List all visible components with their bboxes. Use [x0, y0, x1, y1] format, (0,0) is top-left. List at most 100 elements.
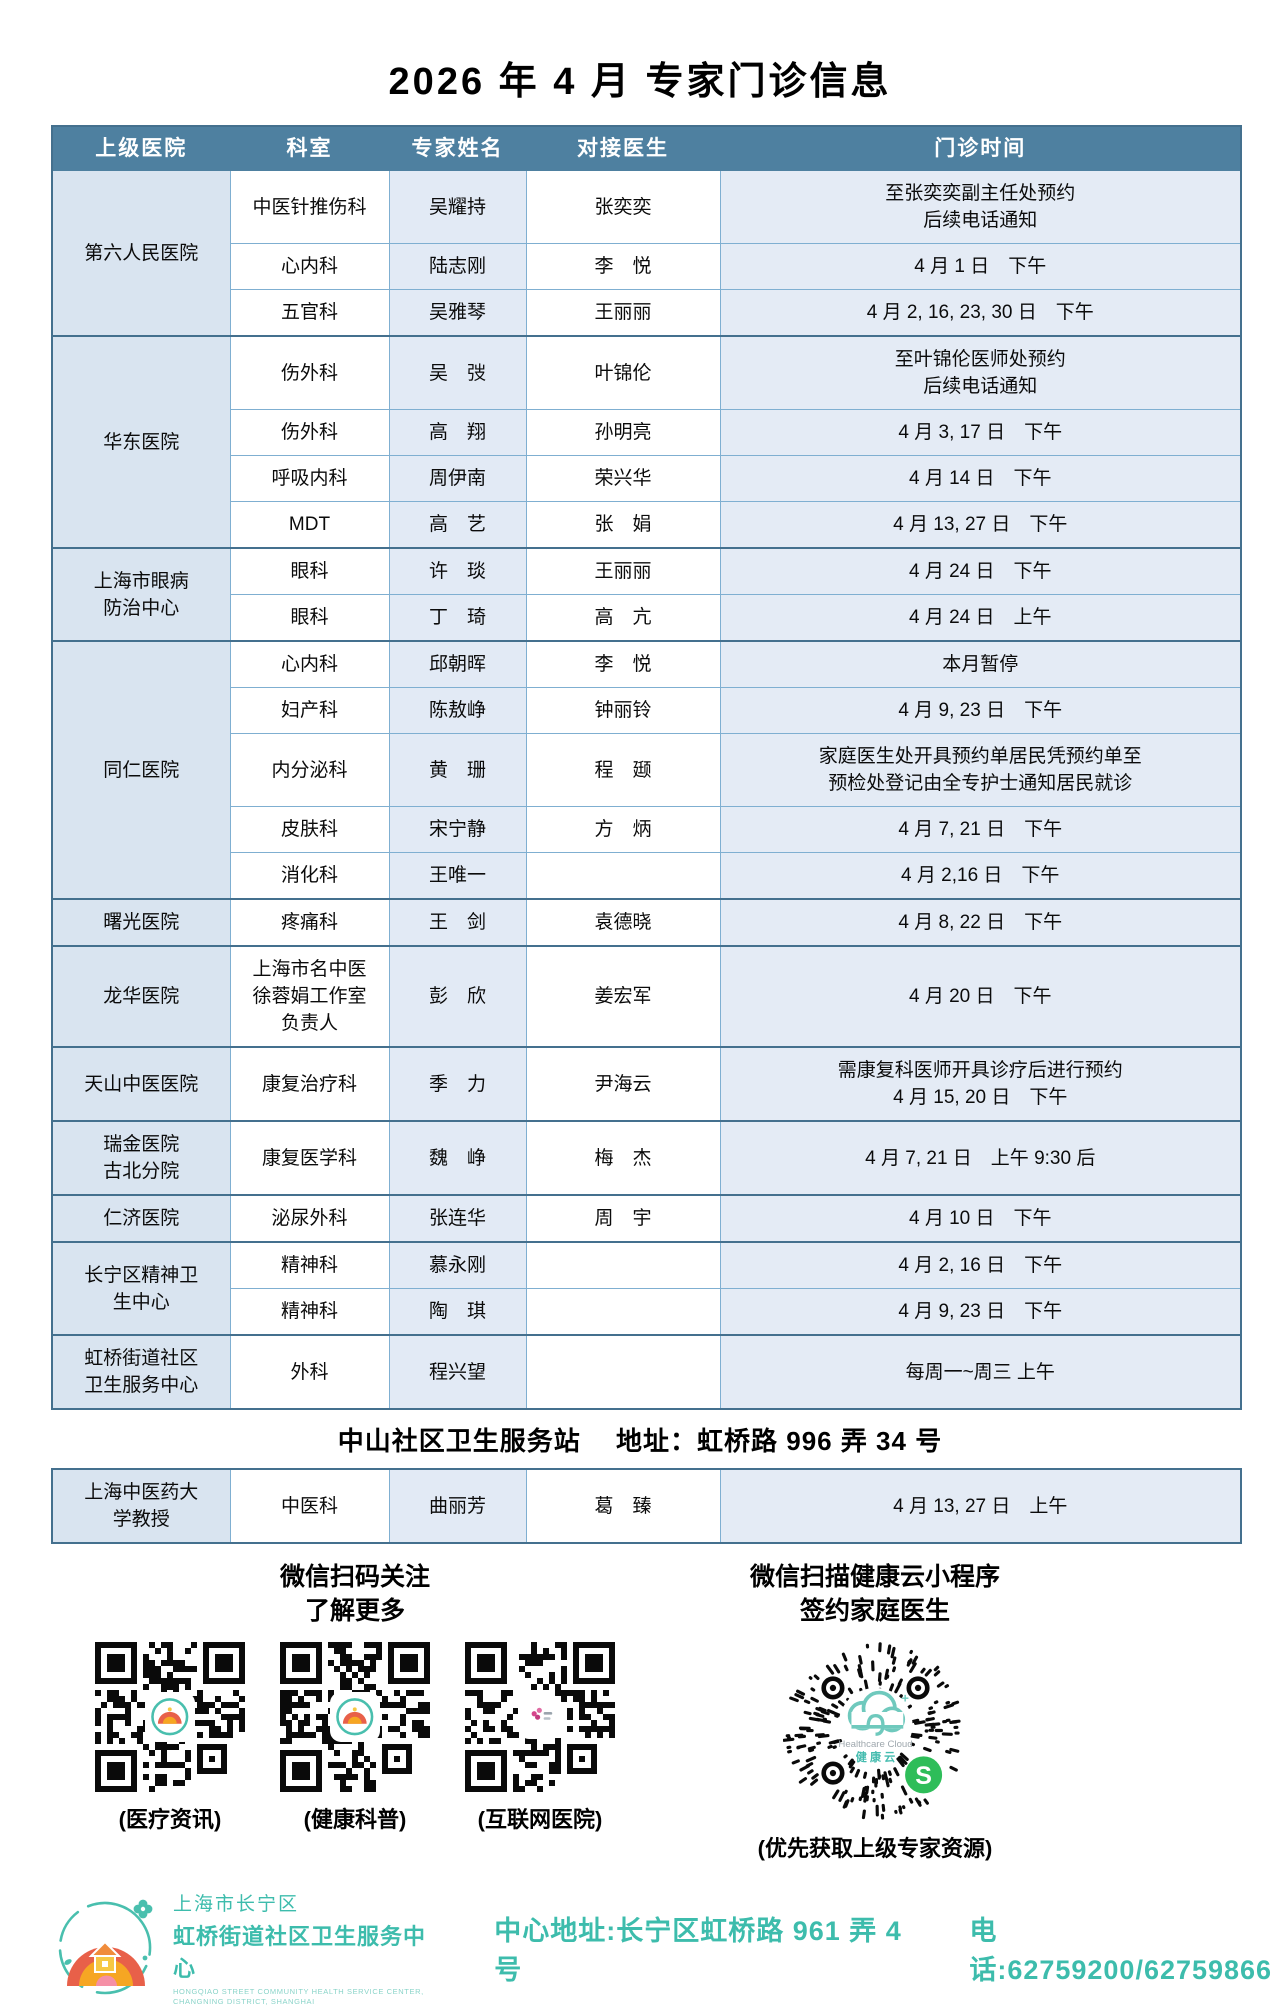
svg-text:健 康 云: 健 康 云	[855, 1750, 894, 1764]
cell-hospital: 华东医院	[51, 335, 231, 549]
cell-clinic-time: 每周一~周三 上午	[719, 1334, 1242, 1410]
cell-department: 内分泌科	[229, 733, 390, 807]
qr-strip	[95, 1642, 615, 1792]
center-phone: 电话:62759200/62759866	[969, 1916, 1273, 1985]
qr-caption-healthcare-cloud: (优先获取上级专家资源)	[757, 1836, 993, 1861]
org-name-block: 上海市长宁区 虹桥街道社区卫生服务中心 HONGQIAO STREET COMM…	[173, 1889, 432, 2007]
col-header-time: 门诊时间	[719, 125, 1242, 171]
col-header-department: 科室	[229, 125, 390, 171]
cell-contact-doctor: 周 宇	[525, 1194, 721, 1243]
qr-pattern	[95, 1642, 245, 1792]
cell-contact-doctor: 李 悦	[525, 640, 721, 688]
qr-left-block: 微信扫码关注 了解更多	[95, 1560, 615, 1834]
cell-clinic-time: 4 月 7, 21 日 下午	[719, 806, 1242, 853]
cell-clinic-time: 4 月 14 日 下午	[719, 455, 1242, 502]
cell-contact-doctor	[525, 1241, 721, 1289]
page-title: 2026 年 4 月 专家门诊信息	[388, 61, 892, 103]
cell-clinic-time: 4 月 8, 22 日 下午	[719, 898, 1242, 947]
col-header-hospital: 上级医院	[51, 125, 231, 171]
cell-contact-doctor: 孙明亮	[525, 409, 721, 456]
cell-department: 疼痛科	[229, 898, 390, 947]
table-row: 龙华医院 上海市名中医 徐蓉娟工作室 负责人彭 欣姜宏军 4 月 20 日 下午	[51, 945, 1242, 1048]
cell-clinic-time: 4 月 9, 23 日 下午	[719, 687, 1242, 734]
cell-contact-doctor: 尹海云	[525, 1046, 721, 1122]
cell-hospital: 上海中医药大 学教授	[51, 1468, 231, 1544]
cell-clinic-time: 4 月 13, 27 日 上午	[719, 1468, 1242, 1544]
cell-department: 康复医学科	[229, 1120, 390, 1196]
cell-hospital: 上海市眼病 防治中心	[51, 547, 231, 642]
cell-hospital: 瑞金医院 古北分院	[51, 1120, 231, 1196]
header-row: 上级医院 科室 专家姓名 对接医生 门诊时间	[51, 125, 1242, 171]
qr-caption-internet-hospital: (互联网医院)	[477, 1807, 603, 1832]
svg-text:Healthcare Cloud: Healthcare Cloud	[838, 1739, 912, 1750]
col-header-expert: 专家姓名	[388, 125, 527, 171]
qr-section: 微信扫码关注 了解更多	[0, 1560, 1280, 1863]
cell-expert-name: 彭 欣	[388, 945, 527, 1048]
table-row: 曙光医院 疼痛科王 剑袁德晓 4 月 8, 22 日 下午	[51, 898, 1242, 947]
flower	[133, 1899, 153, 1919]
cell-hospital: 曙光医院	[51, 898, 231, 947]
qr-code-health-science	[280, 1642, 430, 1792]
station-address-note: 中山社区卫生服务站 地址：虹桥路 996 弄 34 号	[337, 1426, 943, 1456]
cell-expert-name: 许 琰	[388, 547, 527, 595]
health-center-emblem-icon	[147, 1694, 193, 1740]
cell-expert-name: 张连华	[388, 1194, 527, 1243]
health-center-emblem-icon	[332, 1694, 378, 1740]
cell-department: 外科	[229, 1334, 390, 1410]
cell-contact-doctor: 姜宏军	[525, 945, 721, 1048]
cell-clinic-time: 4 月 10 日 下午	[719, 1194, 1242, 1243]
schedule-table: 上级医院 科室 专家姓名 对接医生 门诊时间 第六人民医院 中医针推伤科 吴耀持 张奕…	[51, 125, 1242, 1410]
cell-hospital: 天山中医医院	[51, 1046, 231, 1122]
cell-contact-doctor: 王丽丽	[525, 289, 721, 337]
cell-clinic-time: 4 月 9, 23 日 下午	[719, 1288, 1242, 1336]
house	[88, 1940, 122, 1973]
cell-expert-name: 陆志刚	[388, 243, 527, 290]
org-name: 虹桥街道社区卫生服务中心	[173, 1924, 427, 1981]
cell-hospital: 第六人民医院	[51, 170, 231, 337]
cell-department: 眼科	[229, 594, 390, 642]
cell-contact-doctor: 钟丽铃	[525, 687, 721, 734]
cell-department: 皮肤科	[229, 806, 390, 853]
cell-contact-doctor: 程 颋	[525, 733, 721, 807]
table-row: 天山中医医院 康复治疗科季 力尹海云 需康复科医师开具诊疗后进行预约 4 月 15,…	[51, 1046, 1242, 1122]
cell-clinic-time: 4 月 24 日 下午	[719, 547, 1242, 595]
cell-clinic-time: 4 月 2,16 日 下午	[719, 852, 1242, 900]
cell-clinic-time: 本月暂停	[719, 640, 1242, 688]
cell-contact-doctor	[525, 1334, 721, 1410]
cell-expert-name: 宋宁静	[388, 806, 527, 853]
cell-contact-doctor: 高 亢	[525, 594, 721, 642]
org-name-english: HONGQIAO STREET COMMUNITY HEALTH SERVICE…	[173, 1987, 432, 2007]
cell-department: 泌尿外科	[229, 1194, 390, 1243]
cell-expert-name: 程兴望	[388, 1334, 527, 1410]
cell-department: 妇产科	[229, 687, 390, 734]
cell-department: 精神科	[229, 1288, 390, 1336]
cell-clinic-time: 至叶锦伦医师处预约 后续电话通知	[719, 335, 1242, 410]
cell-clinic-time: 4 月 3, 17 日 下午	[719, 409, 1242, 456]
cell-department: 眼科	[229, 547, 390, 595]
table-row: 内分泌科黄 珊程 颋家庭医生处开具预约单居民凭预约单至 预检处登记由全专护士通知…	[52, 733, 1242, 807]
qr-pattern	[465, 1642, 615, 1792]
qr-code-medical-info	[95, 1642, 245, 1792]
cell-expert-name: 丁 琦	[388, 594, 527, 642]
cell-expert-name: 慕永刚	[388, 1241, 527, 1289]
table-row: 上海市眼病 防治中心 眼科许 琰王丽丽 4 月 24 日 下午	[51, 547, 1242, 642]
cell-expert-name: 周伊南	[388, 455, 527, 502]
table-row: 消化科 王唯一 4 月 2,16 日 下午	[52, 852, 1242, 900]
cell-expert-name: 高 艺	[388, 501, 527, 549]
cell-contact-doctor: 荣兴华	[525, 455, 721, 502]
table-row: 长宁区精神卫 生中心 精神科 慕永刚 4 月 2, 16 日 下午	[51, 1241, 1242, 1336]
cell-department: 伤外科	[229, 409, 390, 456]
qr-caption-medical-info: (医疗资讯)	[118, 1807, 222, 1832]
cell-department: 上海市名中医 徐蓉娟工作室 负责人	[229, 945, 390, 1048]
cell-expert-name: 魏 峥	[388, 1120, 527, 1196]
table-row: 五官科 吴雅琴 王丽丽 4 月 2, 16, 23, 30 日 下午	[52, 289, 1242, 337]
qr-right-title-1: 微信扫描健康云小程序	[749, 1563, 1000, 1591]
svg-text:S: S	[915, 1762, 932, 1790]
cell-expert-name: 吴耀持	[388, 170, 527, 244]
org-district: 上海市长宁区	[173, 1894, 300, 1915]
